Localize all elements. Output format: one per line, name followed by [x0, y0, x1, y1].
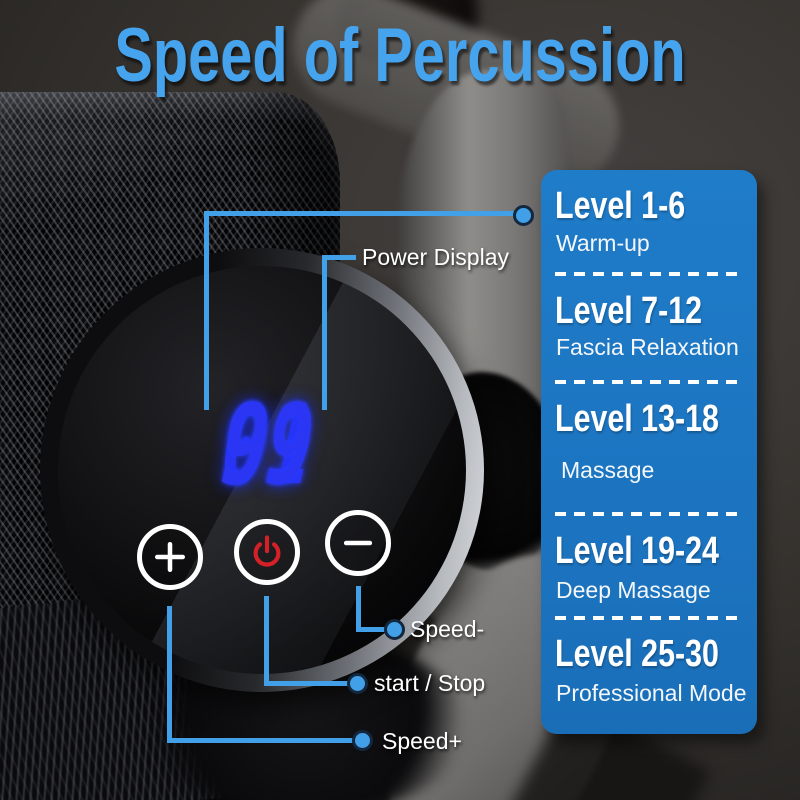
power-button: [234, 519, 300, 585]
page-title: Speed of Percussion: [114, 13, 686, 98]
level-range: Level 7-12: [555, 290, 703, 332]
device-face-gloss: [58, 266, 466, 674]
level-range: Level 1-6: [555, 185, 686, 227]
callout-line-display-to-panel: [204, 211, 516, 216]
power-icon: [253, 535, 281, 567]
callout-line-speed-minus-h: [356, 627, 388, 632]
callout-marker-speed-minus: [384, 619, 405, 640]
callout-line-speed-plus-h: [167, 738, 357, 743]
callout-line-level-digits: [204, 211, 209, 410]
callout-marker-speed-plus: [352, 730, 373, 751]
speed-minus-label: Speed-: [410, 616, 485, 642]
dashed-divider: [555, 380, 741, 384]
speed-increase-button: [137, 524, 203, 590]
level-range: Level 25-30: [555, 633, 719, 675]
callout-line-start-stop-v: [264, 596, 269, 686]
start-stop-label: start / Stop: [374, 670, 486, 696]
dashed-divider: [555, 512, 741, 516]
led-speed-value: 99: [217, 381, 319, 509]
level-mode: Professional Mode: [556, 680, 747, 706]
speed-levels-panel: Level 1-6 Warm-up Level 7-12 Fascia Rela…: [541, 170, 757, 734]
speed-decrease-button: [325, 510, 391, 576]
dashed-divider: [555, 272, 741, 276]
callout-marker-start-stop: [347, 673, 368, 694]
power-display-label: Power Display: [362, 244, 509, 270]
level-mode: Warm-up: [556, 230, 650, 256]
device-face: [58, 266, 466, 674]
level-range: Level 13-18: [555, 398, 719, 440]
callout-line-speed-plus-v: [167, 606, 172, 743]
speed-plus-label: Speed+: [382, 728, 462, 754]
callout-line-speed-digits: [322, 255, 327, 410]
callout-stub-power-display: [322, 255, 356, 260]
callout-line-speed-minus-v: [356, 586, 361, 632]
dashed-divider: [555, 616, 741, 620]
level-mode: Massage: [561, 457, 655, 483]
level-mode: Deep Massage: [556, 577, 711, 603]
level-range: Level 19-24: [555, 530, 719, 572]
level-mode: Fascia Relaxation: [556, 334, 739, 360]
callout-marker-display: [513, 205, 534, 226]
minus-icon: [343, 540, 373, 546]
callout-line-start-stop-h: [264, 681, 352, 686]
plus-icon: [155, 542, 185, 572]
